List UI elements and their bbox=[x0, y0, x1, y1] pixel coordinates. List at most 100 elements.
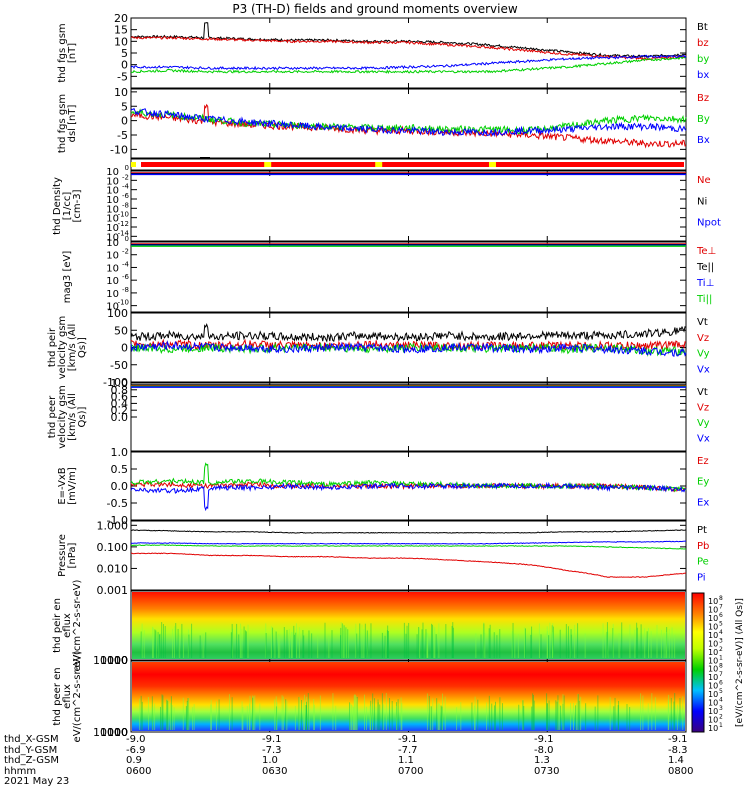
colorbar bbox=[691, 592, 705, 733]
y-axis-label-0: thd fgs gsm bbox=[57, 23, 68, 82]
y-tick-label-6: 0.2 bbox=[111, 404, 129, 417]
legend-entry-8-Pt: Pt bbox=[697, 525, 707, 536]
colorbar-tick-label: 10 bbox=[708, 656, 718, 665]
panel-frame-0 bbox=[130, 17, 687, 89]
legend-entry-8-Pb: Pb bbox=[697, 541, 709, 552]
y-tick-label-5: 50 bbox=[114, 324, 128, 337]
panel-frame-1 bbox=[130, 88, 687, 159]
mode-bar-marker bbox=[488, 162, 496, 167]
colorbar-tick-exp: 3 bbox=[719, 637, 723, 644]
footer-label-x: thd_X-GSM bbox=[4, 734, 59, 745]
y-tick-label-8: 0.100 bbox=[97, 541, 129, 554]
y-tick-label-4: 10 bbox=[106, 251, 119, 262]
legend-entry-6-Vy: Vy bbox=[697, 418, 710, 429]
legend-entry-6-Vt: Vt bbox=[697, 387, 708, 398]
series-line-By bbox=[130, 108, 687, 135]
y-tick-label-7: 0.5 bbox=[111, 463, 129, 476]
y-tick-label-7: 1.0 bbox=[111, 446, 129, 459]
legend-entry-1-Bx: Bx bbox=[697, 135, 710, 146]
legend-entry-1-By: By bbox=[697, 114, 710, 125]
y-tick-label-7: 0.0 bbox=[111, 480, 129, 493]
y-tick-label-exp-4: -6 bbox=[122, 273, 130, 281]
series-line-Pb bbox=[130, 552, 687, 578]
y-tick-label-4: 10 bbox=[106, 289, 119, 300]
footer-t-1: 0630 bbox=[262, 765, 288, 777]
series-line-bz bbox=[130, 35, 687, 61]
y-axis-label-8: Pressure bbox=[57, 534, 68, 577]
footer-col-4: -9.1 -8.3 1.4 0800 bbox=[668, 734, 693, 777]
y-tick-label-5: 0 bbox=[121, 342, 128, 355]
y-tick-label-exp-3: -12 bbox=[118, 220, 129, 228]
y-tick-label-10: 1000 bbox=[100, 726, 128, 739]
y-tick-label-0: 10 bbox=[114, 35, 128, 48]
y-axis-label-10: eV/(cm^2-s-sr-eV) bbox=[72, 650, 83, 742]
y-axis-label-10: thd peer en bbox=[52, 667, 63, 725]
y-axis-label-6: [km/s (All bbox=[67, 393, 78, 441]
y-tick-label-3: 10 bbox=[106, 186, 119, 197]
colorbar-tick-exp: 7 bbox=[719, 671, 723, 678]
y-tick-label-6: 0.8 bbox=[111, 384, 129, 397]
y-axis-label-3: [1/cc] bbox=[62, 192, 73, 221]
y-tick-label-3: 10 bbox=[106, 214, 119, 225]
footer-y-1: -7.3 bbox=[262, 744, 282, 756]
y-tick-label-exp-3: -4 bbox=[122, 183, 130, 191]
y-tick-label-8: 0.001 bbox=[97, 584, 129, 597]
colorbar-tick-exp: 5 bbox=[719, 620, 723, 627]
footer-y-4: -8.3 bbox=[668, 744, 688, 756]
y-tick-label-exp-4: -10 bbox=[118, 299, 129, 307]
legend-entry-3-Npot: Npot bbox=[697, 218, 721, 229]
colorbar-tick-label: 10 bbox=[708, 648, 718, 657]
y-tick-label-0: 0 bbox=[121, 59, 128, 72]
legend-entry-4-Te||: Te|| bbox=[696, 262, 714, 273]
legend-entry-0-bz: bz bbox=[697, 38, 709, 49]
footer-t-2: 0700 bbox=[398, 765, 424, 777]
legend-entry-5-Vt: Vt bbox=[697, 317, 708, 328]
y-tick-label-4: 10 bbox=[106, 263, 119, 274]
colorbar-tick-exp: 1 bbox=[719, 722, 723, 729]
y-tick-label-exp-4: -8 bbox=[122, 286, 129, 294]
y-axis-label-5: [km/s (All bbox=[67, 324, 78, 372]
panel-frame-3 bbox=[130, 170, 687, 242]
y-tick-label-exp-3: -8 bbox=[122, 201, 129, 209]
legend-entry-6-Vx: Vx bbox=[697, 434, 710, 445]
colorbar-tick-label: 10 bbox=[708, 716, 718, 725]
y-tick-label-9: 10000 bbox=[93, 654, 128, 667]
footer-x-4: -9.1 bbox=[668, 734, 688, 745]
legend-entry-7-Ex: Ex bbox=[697, 497, 709, 508]
y-tick-label-1: -5 bbox=[117, 129, 128, 142]
y-tick-label-exp-3: -2 bbox=[122, 173, 129, 181]
legend-entry-5-Vz: Vz bbox=[697, 333, 709, 344]
y-tick-label-3: 10 bbox=[106, 176, 119, 187]
footer-y-3: -8.0 bbox=[534, 744, 554, 756]
y-tick-label-9: 1000 bbox=[100, 654, 128, 667]
footer-t-0: 0600 bbox=[126, 765, 152, 777]
y-tick-label-6: 0.6 bbox=[111, 391, 129, 404]
legend-entry-4-Ti⊥: Ti⊥ bbox=[696, 278, 714, 289]
footer-x-1: -9.1 bbox=[262, 734, 282, 745]
colorbar-tick-exp: 5 bbox=[719, 688, 723, 695]
series-line-Ex bbox=[130, 481, 687, 512]
colorbar-tick-exp: 4 bbox=[719, 697, 723, 704]
y-tick-label-0: 5 bbox=[121, 47, 128, 60]
y-tick-label-exp-3: 0 bbox=[125, 164, 129, 172]
mode-bar-marker bbox=[131, 162, 136, 167]
colorbar-tick-label: 10 bbox=[708, 673, 718, 682]
colorbar-tick-label: 10 bbox=[708, 707, 718, 716]
series-line-Bt bbox=[130, 22, 687, 59]
y-tick-label-4: 10 bbox=[106, 302, 119, 313]
colorbar-tick-label: 10 bbox=[708, 631, 718, 640]
footer-x-3: -9.1 bbox=[534, 734, 554, 745]
y-tick-label-1: 0 bbox=[121, 115, 128, 128]
y-axis-label-6: velocity gsm bbox=[57, 385, 68, 449]
footer-x-2: -9.1 bbox=[398, 734, 418, 745]
y-axis-label-7: [mV/m] bbox=[67, 467, 78, 505]
colorbar-tick-label: 10 bbox=[708, 682, 718, 691]
y-tick-label-8: 0.010 bbox=[97, 562, 129, 575]
y-tick-label-7: -1.0 bbox=[107, 514, 128, 527]
legend-entry-7-Ez: Ez bbox=[697, 456, 709, 467]
legend-entry-8-Pe: Pe bbox=[697, 557, 709, 568]
spectrogram-9 bbox=[132, 592, 685, 659]
footer-label-y: thd_Y-GSM bbox=[4, 744, 58, 756]
series-line-Ez bbox=[130, 480, 687, 493]
